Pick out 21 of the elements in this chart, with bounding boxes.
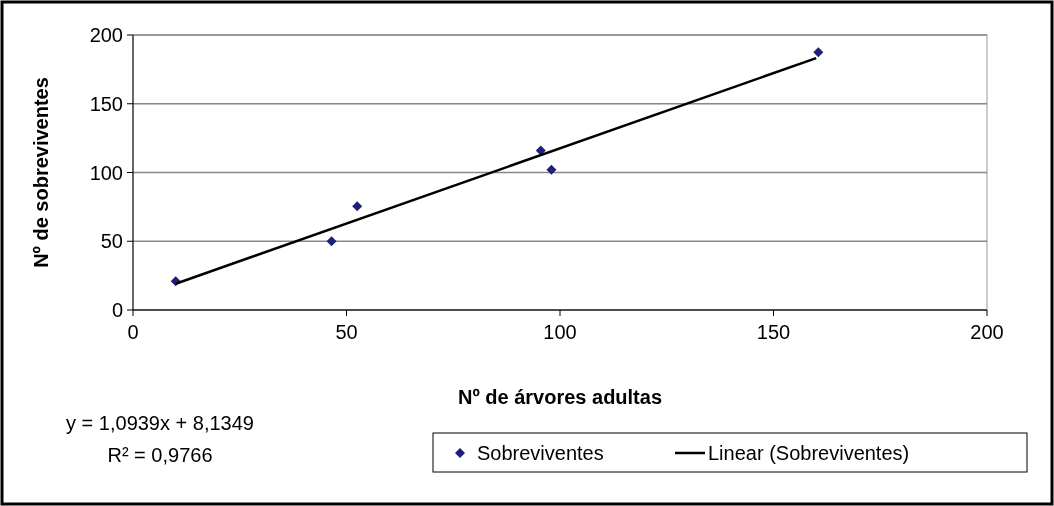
legend-label: Sobreviventes	[477, 442, 604, 464]
y-tick-label: 200	[89, 24, 123, 46]
point	[352, 201, 363, 212]
y-tick-label: 100	[89, 161, 123, 184]
x-tick-label: 50	[335, 321, 358, 343]
y-tick-label: 50	[100, 230, 123, 253]
y-tick-label: 150	[89, 92, 123, 115]
point	[546, 164, 557, 175]
x-axis-title: Nº de árvores adultas	[457, 386, 663, 408]
x-tick-label: 0	[127, 321, 139, 343]
x-tick-label: 150	[756, 321, 791, 343]
text: R² = 0,9766	[107, 444, 213, 466]
x-tick-label: 100	[543, 321, 577, 343]
point	[326, 236, 337, 247]
point	[535, 145, 546, 156]
y-tick-label: 0	[111, 299, 123, 321]
point	[813, 47, 824, 58]
text: y = 1,0939x + 8,1349	[66, 412, 254, 434]
y-axis-title: Nº de sobreviventes	[30, 77, 52, 268]
legend-label: Linear (Sobreviventes)	[708, 442, 910, 464]
x-tick-label: 200	[970, 321, 1004, 343]
